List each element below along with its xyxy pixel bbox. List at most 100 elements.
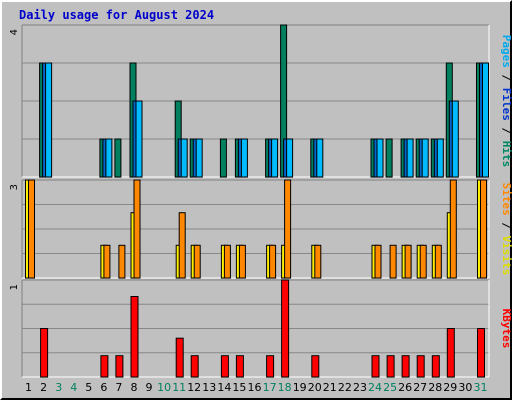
bar-pages-day-2: [45, 62, 53, 178]
x-tick-label: 23: [353, 381, 367, 394]
bar-hits-day-14: [219, 138, 227, 178]
x-tick-label: 11: [172, 381, 186, 394]
x-tick-label: 16: [248, 381, 262, 394]
bar-pages-day-27: [421, 138, 429, 178]
x-tick-label: 10: [157, 381, 171, 394]
bar-kbytes-day-20: [311, 355, 320, 378]
bar-sites-day-24: [374, 244, 382, 279]
x-tick-label: 30: [458, 381, 472, 394]
x-tick-label: 22: [338, 381, 352, 394]
hits-panel-legend: Pages / Files / Hits: [500, 35, 512, 168]
legend-part: Sites: [500, 183, 512, 216]
visits-panel-ymax-label: 3: [9, 184, 20, 190]
x-tick-label: 20: [308, 381, 322, 394]
bar-kbytes-day-31: [477, 328, 485, 378]
bar-kbytes-day-17: [266, 355, 275, 378]
bar-hits-day-7: [114, 138, 122, 178]
x-tick-label: 7: [115, 381, 122, 394]
x-tick-label: 15: [232, 381, 246, 394]
bar-sites-day-11: [178, 212, 186, 279]
bar-sites-day-20: [314, 244, 322, 279]
bar-kbytes-day-26: [401, 355, 410, 378]
bar-sites-day-8: [133, 179, 141, 279]
hits-panel-ymax-label: 4: [9, 29, 20, 35]
bar-pages-day-31: [482, 62, 489, 178]
x-tick-label: 31: [474, 381, 488, 394]
bar-sites-day-6: [103, 244, 111, 279]
bar-sites-day-7: [118, 244, 126, 279]
bar-kbytes-day-14: [220, 355, 229, 378]
bar-kbytes-day-24: [371, 355, 380, 378]
bar-kbytes-day-25: [386, 355, 395, 378]
bar-pages-day-12: [195, 138, 203, 178]
x-tick-label: 5: [85, 381, 92, 394]
bar-kbytes-day-28: [431, 355, 440, 378]
x-tick-label: 13: [202, 381, 216, 394]
hits-panel: 4 Pages / Files / Hits: [9, 24, 512, 178]
bar-kbytes-day-15: [235, 355, 244, 378]
bar-kbytes-day-29: [446, 328, 455, 378]
bar-kbytes-day-2: [40, 328, 49, 378]
x-tick-label: 2: [40, 381, 47, 394]
bar-pages-day-26: [406, 138, 414, 178]
bar-sites-day-27: [419, 244, 427, 279]
legend-part: /: [500, 121, 512, 141]
bar-kbytes-day-12: [190, 355, 199, 378]
bar-sites-day-14: [223, 244, 231, 279]
x-tick-label: 4: [70, 381, 77, 394]
bar-pages-day-28: [436, 138, 444, 178]
x-tick-label: 3: [55, 381, 62, 394]
kbytes-panel-legend: KBytes: [500, 309, 512, 349]
x-tick-label: 26: [398, 381, 412, 394]
x-tick-label: 25: [383, 381, 397, 394]
bar-sites-day-15: [238, 244, 246, 279]
bar-pages-day-6: [105, 138, 113, 178]
bar-kbytes-day-6: [100, 355, 109, 378]
x-tick-label: 12: [187, 381, 201, 394]
x-tick-label: 24: [368, 381, 382, 394]
x-tick-label: 21: [323, 381, 337, 394]
legend-part: Files: [500, 88, 512, 121]
bar-pages-day-29: [451, 100, 459, 178]
bar-sites-day-25: [389, 244, 397, 279]
legend-part: KBytes: [500, 309, 512, 349]
bar-kbytes-day-7: [115, 355, 124, 378]
bar-kbytes-day-11: [175, 337, 184, 378]
bar-kbytes-day-18: [281, 279, 290, 378]
bar-kbytes-day-8: [130, 296, 139, 378]
x-tick-label: 1: [25, 381, 32, 394]
kbytes-panel-ymax-label: 1: [9, 284, 20, 290]
x-tick-label: 27: [413, 381, 427, 394]
bar-pages-day-15: [240, 138, 248, 178]
legend-part: Pages: [500, 35, 512, 68]
bar-sites-day-17: [269, 244, 277, 279]
bar-sites-day-12: [193, 244, 201, 279]
x-tick-label: 29: [443, 381, 457, 394]
x-tick-label: 14: [217, 381, 231, 394]
x-tick-label: 18: [278, 381, 292, 394]
bar-sites-day-26: [404, 244, 412, 279]
legend-part: /: [500, 216, 512, 236]
bar-sites-day-29: [449, 179, 457, 279]
x-tick-label: 9: [146, 381, 153, 394]
bar-hits-day-25: [385, 138, 393, 178]
x-tick-label: 8: [131, 381, 138, 394]
bar-pages-day-8: [135, 100, 143, 178]
bar-kbytes-day-27: [416, 355, 425, 378]
bar-pages-day-17: [271, 138, 279, 178]
legend-part: Visits: [500, 236, 512, 276]
x-tick-label: 19: [293, 381, 307, 394]
visits-panel: 3 Sites / Visits: [9, 179, 512, 279]
x-tick-label: 28: [428, 381, 442, 394]
bar-sites-day-28: [434, 244, 442, 279]
bar-pages-day-11: [180, 138, 188, 178]
kbytes-panel: 1 KBytes: [9, 279, 512, 378]
bar-pages-day-24: [376, 138, 384, 178]
visits-panel-legend: Sites / Visits: [500, 183, 512, 276]
legend-part: Hits: [500, 141, 512, 168]
bar-sites-day-18: [284, 179, 292, 279]
legend-part: /: [500, 68, 512, 88]
bar-sites-day-31: [480, 179, 487, 279]
chart-title: Daily usage for August 2024: [19, 8, 214, 22]
